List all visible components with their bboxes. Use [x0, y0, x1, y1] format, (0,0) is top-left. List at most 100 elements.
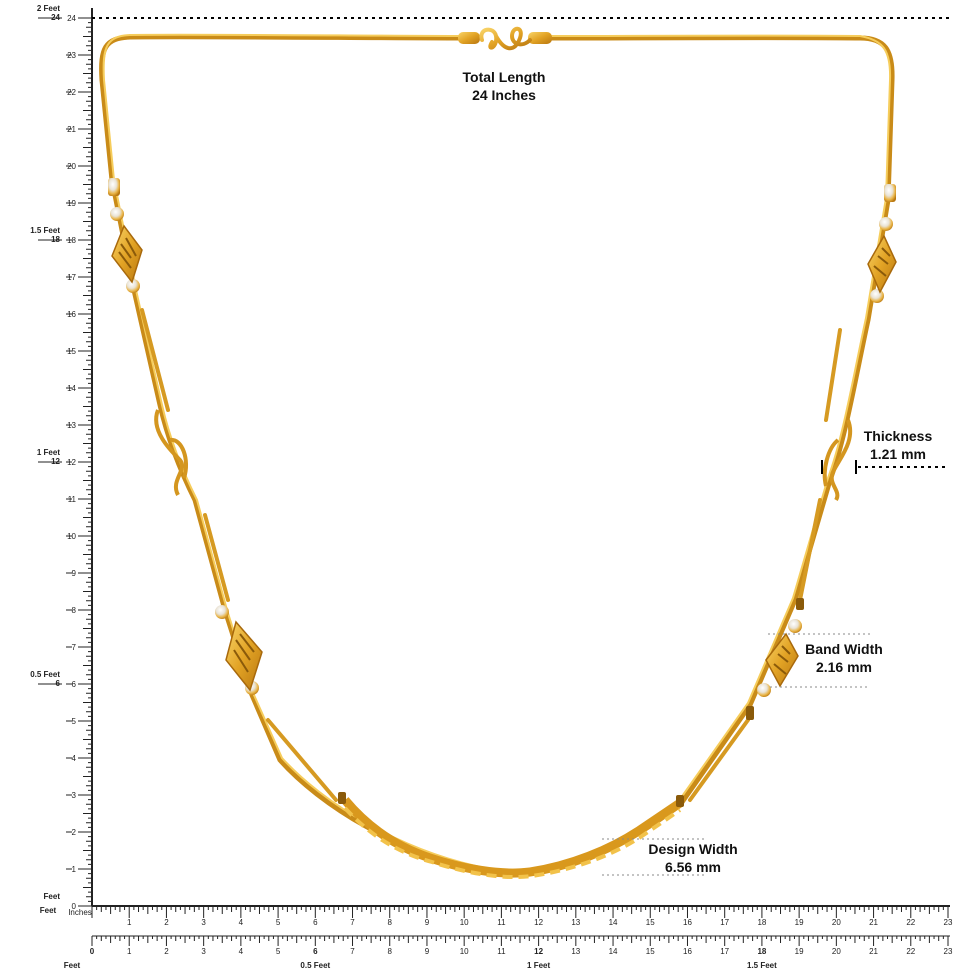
bottom-ruler-2-inch-label: 15 — [646, 947, 655, 956]
bead-r3 — [788, 619, 802, 633]
bottom-ruler-2-feet-label: 1.5 Feet — [747, 961, 777, 970]
clasp-cap-right — [528, 32, 552, 44]
left-ruler-inch-label: 24 — [67, 14, 76, 23]
band-width-title: Band Width — [805, 641, 883, 657]
bottom-ruler-2-inch-label: 22 — [906, 947, 915, 956]
band-width-value: 2.16 mm — [815, 659, 873, 675]
left-ruler-inch-label: 17 — [67, 273, 76, 282]
bottom-ruler-2-inch-label: 8 — [388, 947, 393, 956]
band-width-callout: Band Width 2.16 mm — [792, 640, 896, 676]
loop-link-left — [154, 409, 189, 496]
bottom-ruler-inch-label: 8 — [388, 918, 393, 927]
bottom-ruler-inch-label: 12 — [534, 918, 543, 927]
spacer-left-top — [108, 178, 120, 196]
left-ruler-feet-label: Feet — [44, 892, 61, 901]
left-ruler-inch-label: 1 — [72, 865, 77, 874]
bottom-ruler-inch-label: 14 — [609, 918, 618, 927]
thickness-title: Thickness — [863, 428, 933, 444]
left-ruler-inch-label: 18 — [67, 236, 76, 245]
bottom-ruler-inch-label: 1 — [127, 918, 132, 927]
left-ruler-feet-label: 0.5 Feet — [30, 670, 60, 679]
bottom-ruler-2-inch-label: 20 — [832, 947, 841, 956]
twisted-rope-section — [341, 797, 683, 880]
spacer-right-top — [884, 184, 896, 202]
bottom-ruler-inch-label: 11 — [497, 918, 506, 927]
bottom-ruler-feet-label: Feet — [40, 906, 57, 915]
bottom-ruler-2-inch-label: 5 — [276, 947, 281, 956]
left-ruler-feet-label: 2 Feet — [37, 4, 60, 13]
bottom-ruler-inch-label: 5 — [276, 918, 281, 927]
design-width-callout: Design Width 6.56 mm — [634, 840, 752, 876]
bottom-ruler-inch-label: 9 — [425, 918, 430, 927]
design-width-title: Design Width — [648, 841, 738, 857]
total-length-title: Total Length — [462, 69, 546, 85]
left-ruler-inch-label: 5 — [72, 717, 77, 726]
total-length-value: 24 Inches — [472, 87, 536, 103]
bottom-ruler-2-inch-label: 12 — [534, 947, 543, 956]
left-ruler-inch-label: 20 — [67, 162, 76, 171]
bead-l1 — [110, 207, 124, 221]
left-ruler-feet-label: 1 Feet — [37, 448, 60, 457]
left-ruler-inch-label: 9 — [72, 569, 77, 578]
bottom-ruler-inch-label: 6 — [313, 918, 318, 927]
bottom-ruler-inch-label: 20 — [832, 918, 841, 927]
diamond-charm-left-top — [111, 224, 143, 284]
bottom-ruler-2-inch-label: 0 — [90, 947, 95, 956]
beads — [110, 207, 893, 697]
left-ruler-inch-label: 21 — [67, 125, 76, 134]
bead-l3 — [215, 605, 229, 619]
bottom-ruler-2-inch-label: 4 — [239, 947, 244, 956]
bead-r4 — [757, 683, 771, 697]
diamond-charm-right-bottom — [765, 632, 799, 688]
bottom-ruler-inch-label: 18 — [757, 918, 766, 927]
left-ruler-inch-label: 11 — [68, 495, 77, 504]
bottom-ruler-2-inch-label: 16 — [683, 947, 692, 956]
thickness-value: 1.21 mm — [869, 446, 927, 462]
bottom-ruler-2-inch-label: 23 — [944, 947, 953, 956]
bottom-ruler-2-inch-label: 1 — [127, 947, 132, 956]
spacer-right-band — [746, 706, 754, 720]
bead-r1 — [879, 217, 893, 231]
loop-links — [154, 409, 853, 502]
bottom-ruler-2-inch-label: 6 — [313, 947, 318, 956]
bottom-ruler-2-feet-label: 0.5 Feet — [300, 961, 330, 970]
rope-strand-b — [343, 806, 682, 880]
bottom-ruler-2-inch-label: 2 — [164, 947, 169, 956]
left-ruler-inch-label: 22 — [67, 88, 76, 97]
bottom-ruler-2-feet-label: 1 Feet — [527, 961, 550, 970]
diamond-charms — [111, 224, 897, 692]
left-ruler-inch-label: 23 — [67, 51, 76, 60]
design-width-value: 6.56 mm — [664, 859, 722, 875]
bottom-ruler-unit-label: Inches — [68, 908, 92, 917]
thickness-callout: Thickness 1.21 mm — [852, 427, 944, 463]
clasp-hook — [479, 26, 532, 51]
bottom-ruler-2-inch-label: 19 — [795, 947, 804, 956]
bead-l2 — [126, 279, 140, 293]
bottom-ruler-2-inch-label: 11 — [497, 947, 506, 956]
bottom-ruler-inch-label: 3 — [201, 918, 206, 927]
bottom-ruler-2-inch-label: 18 — [757, 947, 766, 956]
bottom-ruler-inch-label: 13 — [571, 918, 580, 927]
loop-link-right — [822, 419, 853, 502]
left-ruler-inch-label: 14 — [67, 384, 76, 393]
left-ruler-inch-label: 2 — [72, 828, 77, 837]
bottom-ruler-inch-label: 16 — [683, 918, 692, 927]
bottom-ruler-2-inch-label: 10 — [460, 947, 469, 956]
left-ruler-inch-label: 13 — [67, 421, 76, 430]
spacer-right-low — [676, 795, 684, 807]
left-ruler-inch-label: 10 — [67, 532, 76, 541]
bottom-ruler-inch-label: 7 — [350, 918, 355, 927]
left-ruler-inch-label: 8 — [72, 606, 77, 615]
left-ruler-inch-label: 4 — [72, 754, 77, 763]
bottom-ruler-2-inch-label: 17 — [720, 947, 729, 956]
s-hook-clasp — [458, 26, 552, 51]
chain-strand-second — [140, 308, 842, 802]
bottom-ruler-inch-label: 10 — [460, 918, 469, 927]
total-length-callout: Total Length 24 Inches — [444, 68, 564, 104]
bottom-ruler-inch-label: 19 — [795, 918, 804, 927]
bottom-ruler-inch-label: 4 — [239, 918, 244, 927]
bottom-ruler-inch-label: 2 — [164, 918, 169, 927]
bottom-ruler-inch-label: 22 — [906, 918, 915, 927]
